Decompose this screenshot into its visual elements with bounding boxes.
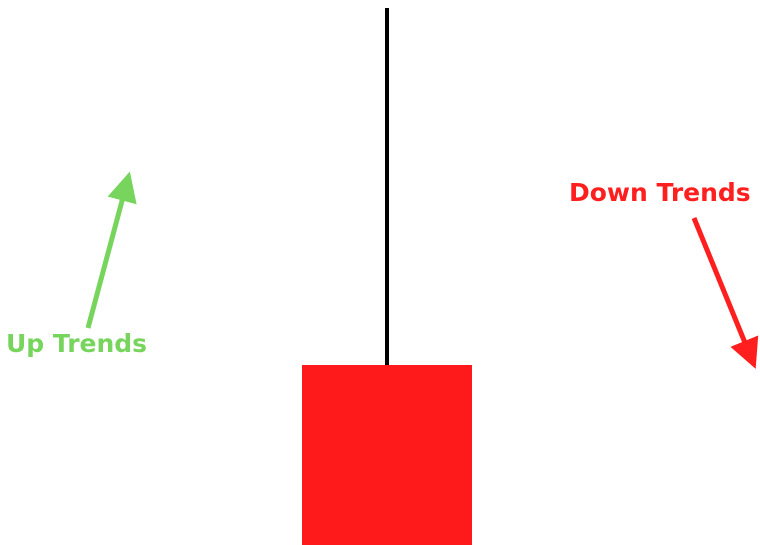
down-trend-arrow <box>691 217 759 369</box>
up-trends-label: Up Trends <box>6 329 148 358</box>
candle-body <box>302 365 472 545</box>
down-trends-label: Down Trends <box>569 178 751 207</box>
up-trend-arrow <box>85 171 137 329</box>
